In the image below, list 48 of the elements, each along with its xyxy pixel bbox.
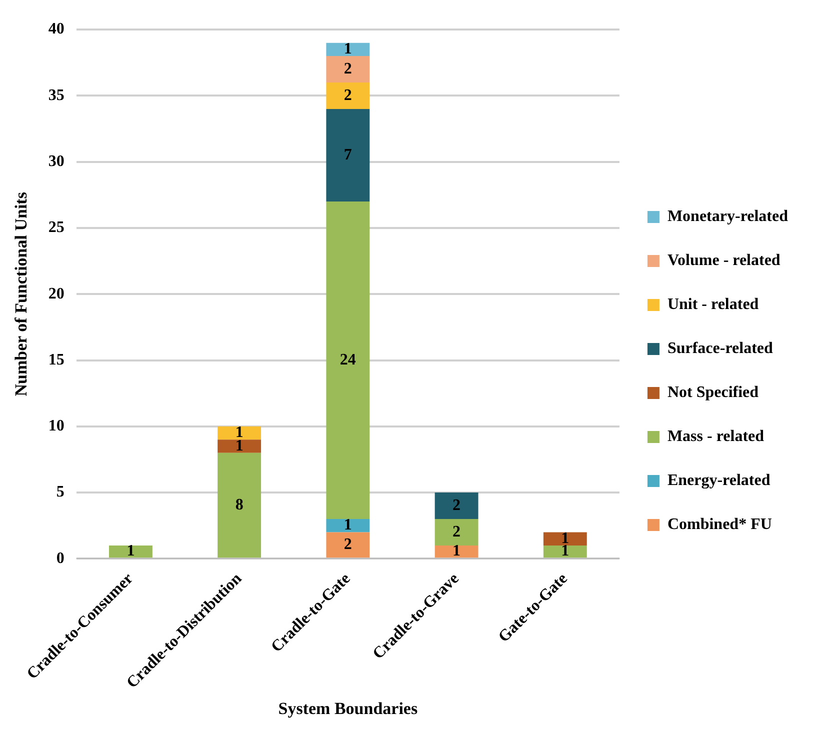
bar <box>434 545 478 558</box>
bar <box>543 545 587 558</box>
y-tick-label: 5 <box>56 484 64 501</box>
bar <box>326 42 370 56</box>
data-label: 2 <box>452 523 461 540</box>
data-label: 2 <box>344 60 352 78</box>
y-axis-title: Number of Functional Units <box>12 192 31 396</box>
legend-label: Surface-related <box>667 340 773 358</box>
bar <box>326 518 370 532</box>
bar <box>434 492 478 519</box>
data-label: 1 <box>452 542 461 560</box>
x-axis-title: System Boundaries <box>278 699 418 718</box>
data-label: 1 <box>561 542 570 560</box>
bar <box>326 532 370 558</box>
y-tick-label: 0 <box>56 550 64 567</box>
legend-label: Volume - related <box>667 252 780 270</box>
bar <box>543 532 587 546</box>
bar <box>326 82 370 109</box>
bar <box>108 545 152 558</box>
data-label: 2 <box>452 496 461 514</box>
bar <box>218 426 262 440</box>
legend-label: Monetary-related <box>667 208 788 226</box>
bar <box>434 518 478 546</box>
legend-label: Not Specified <box>667 384 759 402</box>
y-tick-label: 20 <box>48 285 64 302</box>
data-label: 1 <box>126 542 135 560</box>
y-tick-label: 35 <box>48 86 64 104</box>
legend-label: Energy-related <box>667 472 770 490</box>
bar <box>218 452 262 558</box>
bar <box>326 56 370 83</box>
data-label: 2 <box>344 536 352 554</box>
legend-label: Combined* FU <box>667 516 772 534</box>
y-tick-label: 15 <box>48 351 64 368</box>
y-tick-label: 30 <box>48 153 64 170</box>
y-tick-label: 10 <box>48 418 64 435</box>
bar <box>326 202 370 519</box>
data-label: 8 <box>235 496 244 514</box>
data-label: 24 <box>340 351 356 368</box>
legend-label: Unit - related <box>667 296 759 314</box>
data-label: 1 <box>344 40 352 58</box>
data-label: 2 <box>344 86 352 104</box>
y-tick-label: 40 <box>48 20 64 38</box>
bar <box>326 108 370 202</box>
legend-label: Mass - related <box>667 428 764 446</box>
bar <box>218 440 262 453</box>
data-label: 7 <box>344 146 352 164</box>
y-tick-label: 25 <box>48 219 64 236</box>
data-label: 1 <box>344 516 352 534</box>
